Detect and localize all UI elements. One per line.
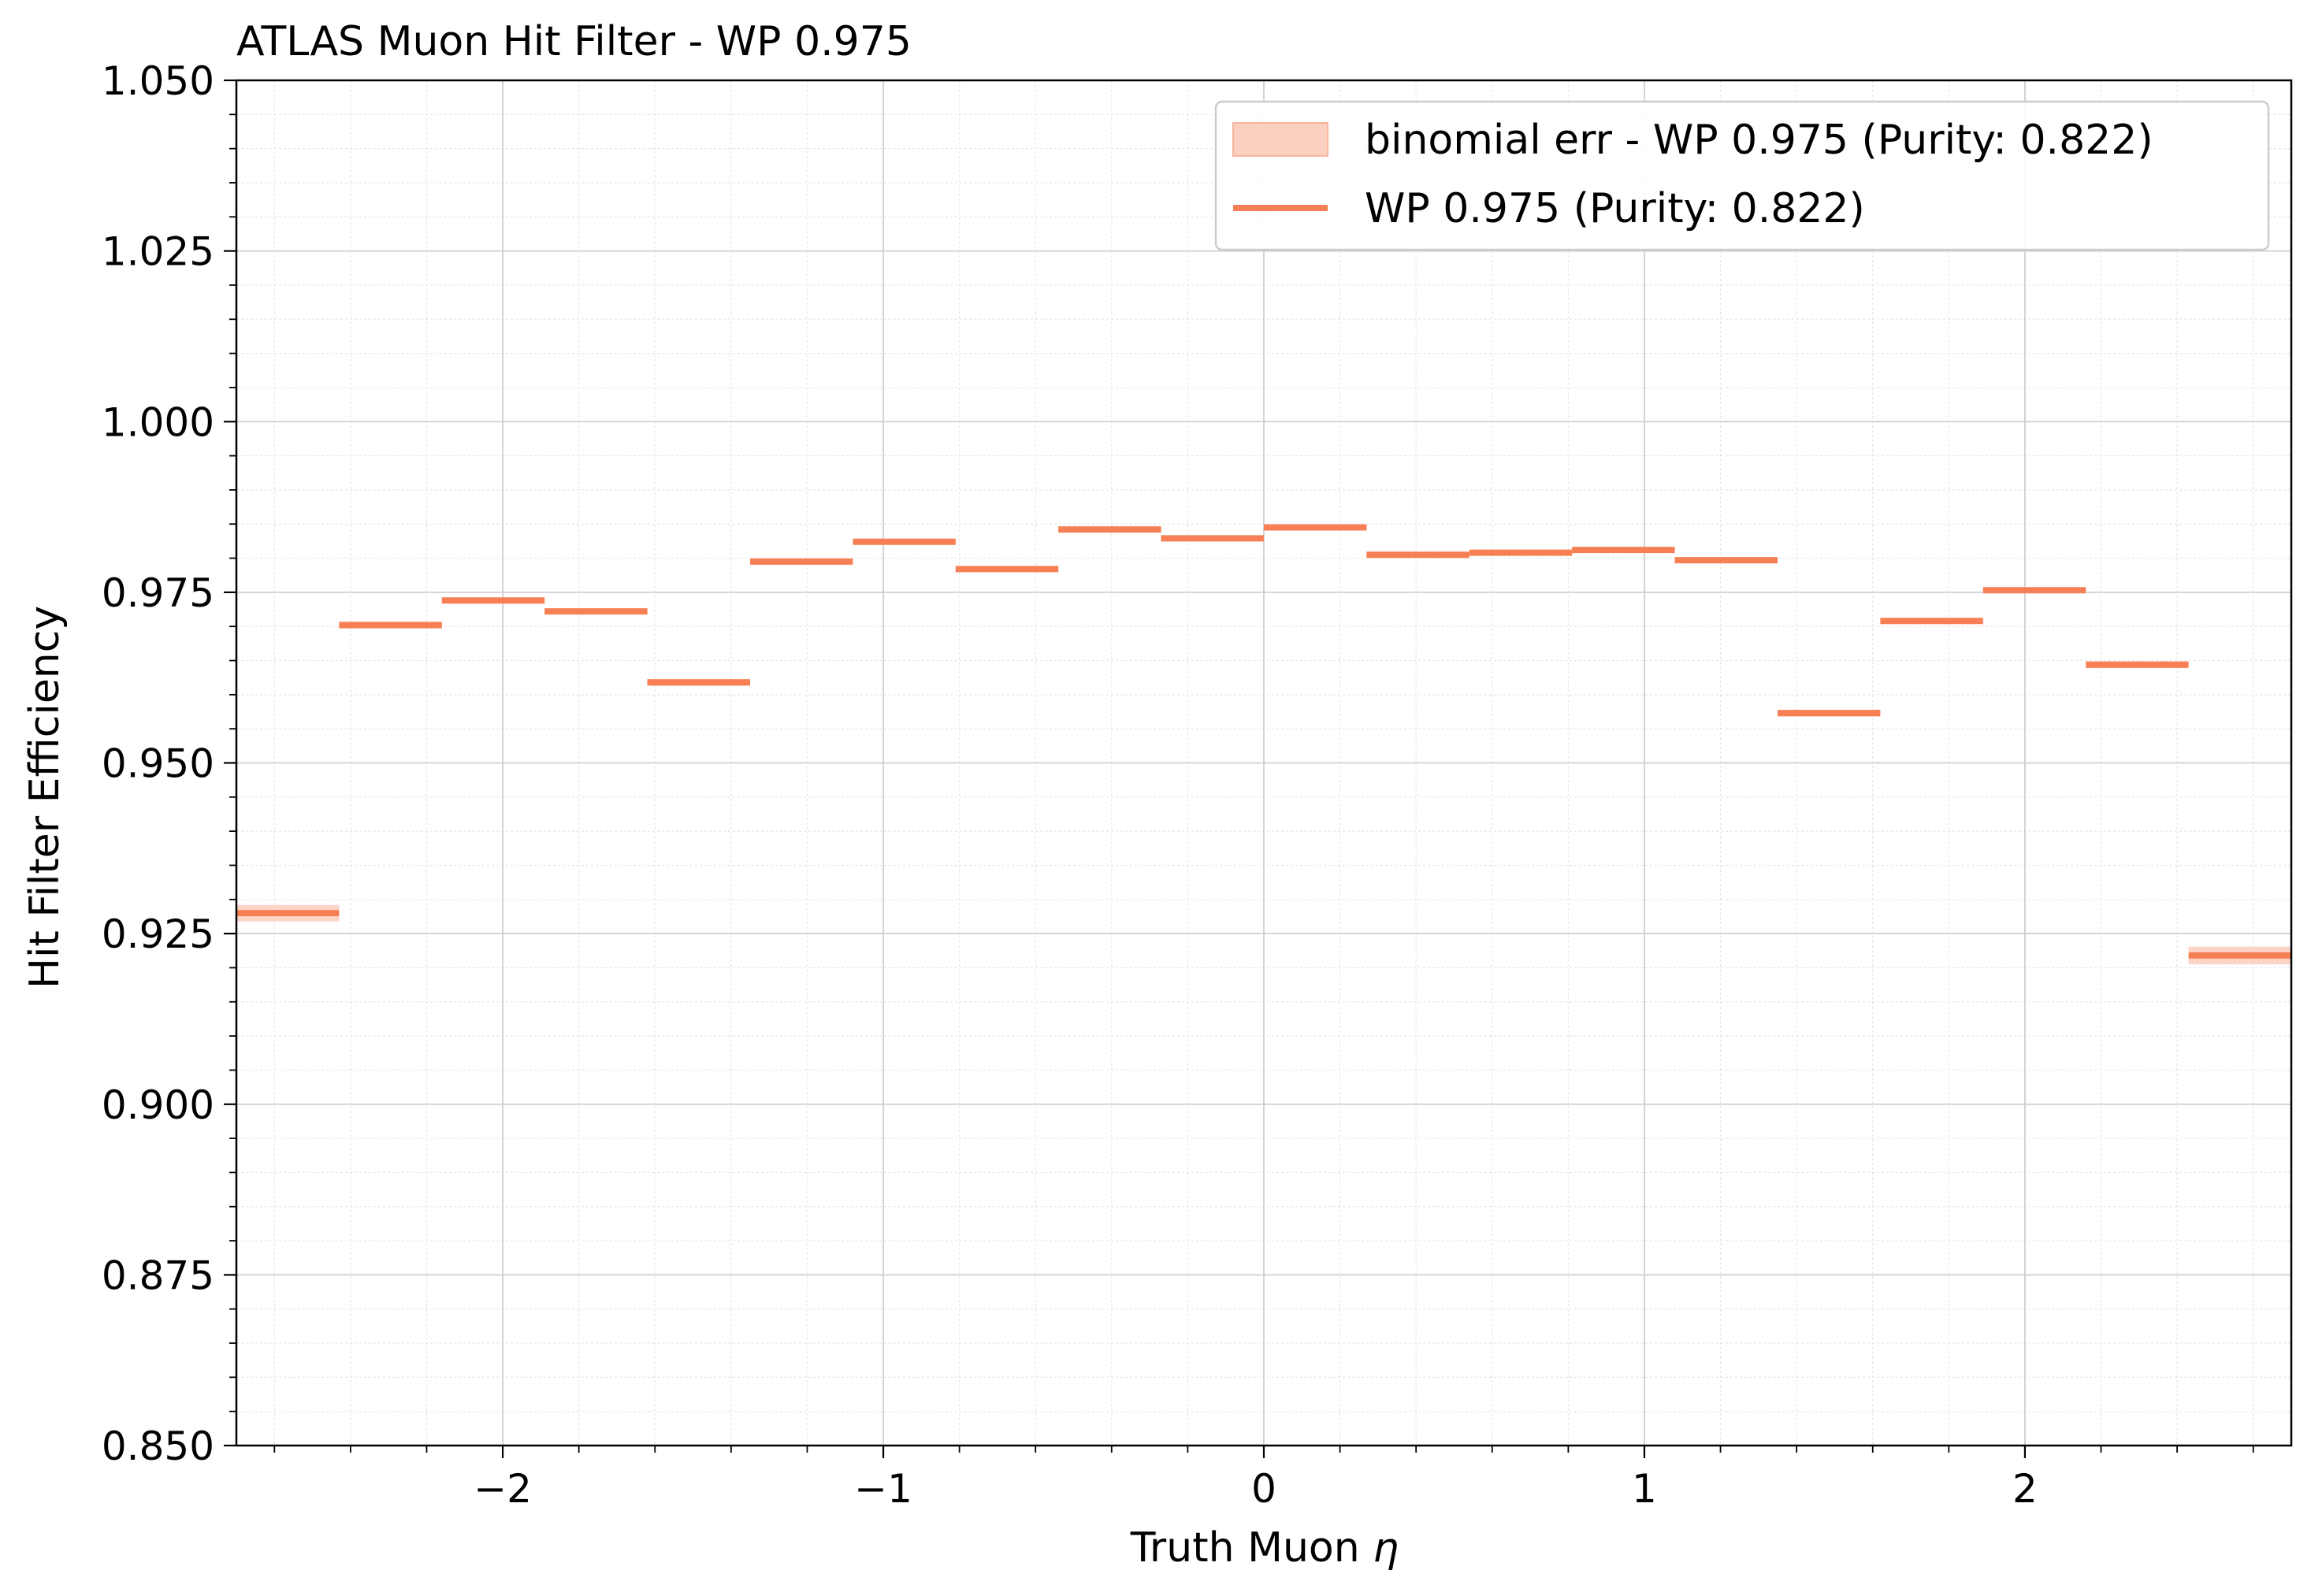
y-tick-label: 0.950 — [102, 741, 214, 787]
y-tick-label: 1.000 — [102, 399, 214, 445]
minor-grid — [236, 80, 2291, 1446]
x-tick-label: −1 — [854, 1466, 912, 1512]
x-tick-label: 2 — [2012, 1466, 2038, 1512]
y-tick-label: 0.975 — [102, 570, 214, 616]
y-tick-label: 1.025 — [102, 229, 214, 275]
y-tick-label: 0.925 — [102, 911, 214, 957]
x-tick-label: 0 — [1251, 1466, 1276, 1512]
tick-labels: −2 −1 0 1 2 0.850 0.875 0.900 0.925 0.950 0.975 1.0… — [102, 58, 2038, 1512]
y-axis-label: Hit Filter Efficiency — [21, 606, 69, 989]
y-tick-label: 1.050 — [102, 58, 214, 104]
x-tick-label: 1 — [1632, 1466, 1657, 1512]
legend-band-label: binomial err - WP 0.975 (Purity: 0.822) — [1365, 117, 2153, 164]
major-grid — [236, 80, 2291, 1446]
y-tick-label: 0.850 — [102, 1423, 214, 1469]
legend-band-swatch — [1232, 122, 1328, 157]
chart-title: ATLAS Muon Hit Filter - WP 0.975 — [236, 18, 912, 65]
efficiency-steps — [236, 524, 2291, 959]
y-tick-label: 0.875 — [102, 1253, 214, 1298]
x-tick-label: −2 — [474, 1466, 532, 1512]
legend: binomial err - WP 0.975 (Purity: 0.822) … — [1214, 100, 2270, 251]
legend-line-label: WP 0.975 (Purity: 0.822) — [1365, 185, 1865, 232]
y-tick-label: 0.900 — [102, 1082, 214, 1128]
x-axis-label-symbol: η — [1373, 1524, 1399, 1572]
x-axis-label: Truth Muon η — [1130, 1524, 1399, 1572]
x-axis-label-text: Truth Muon — [1130, 1524, 1360, 1572]
axis-ticks — [224, 79, 2254, 1458]
legend-box — [1214, 100, 2270, 251]
